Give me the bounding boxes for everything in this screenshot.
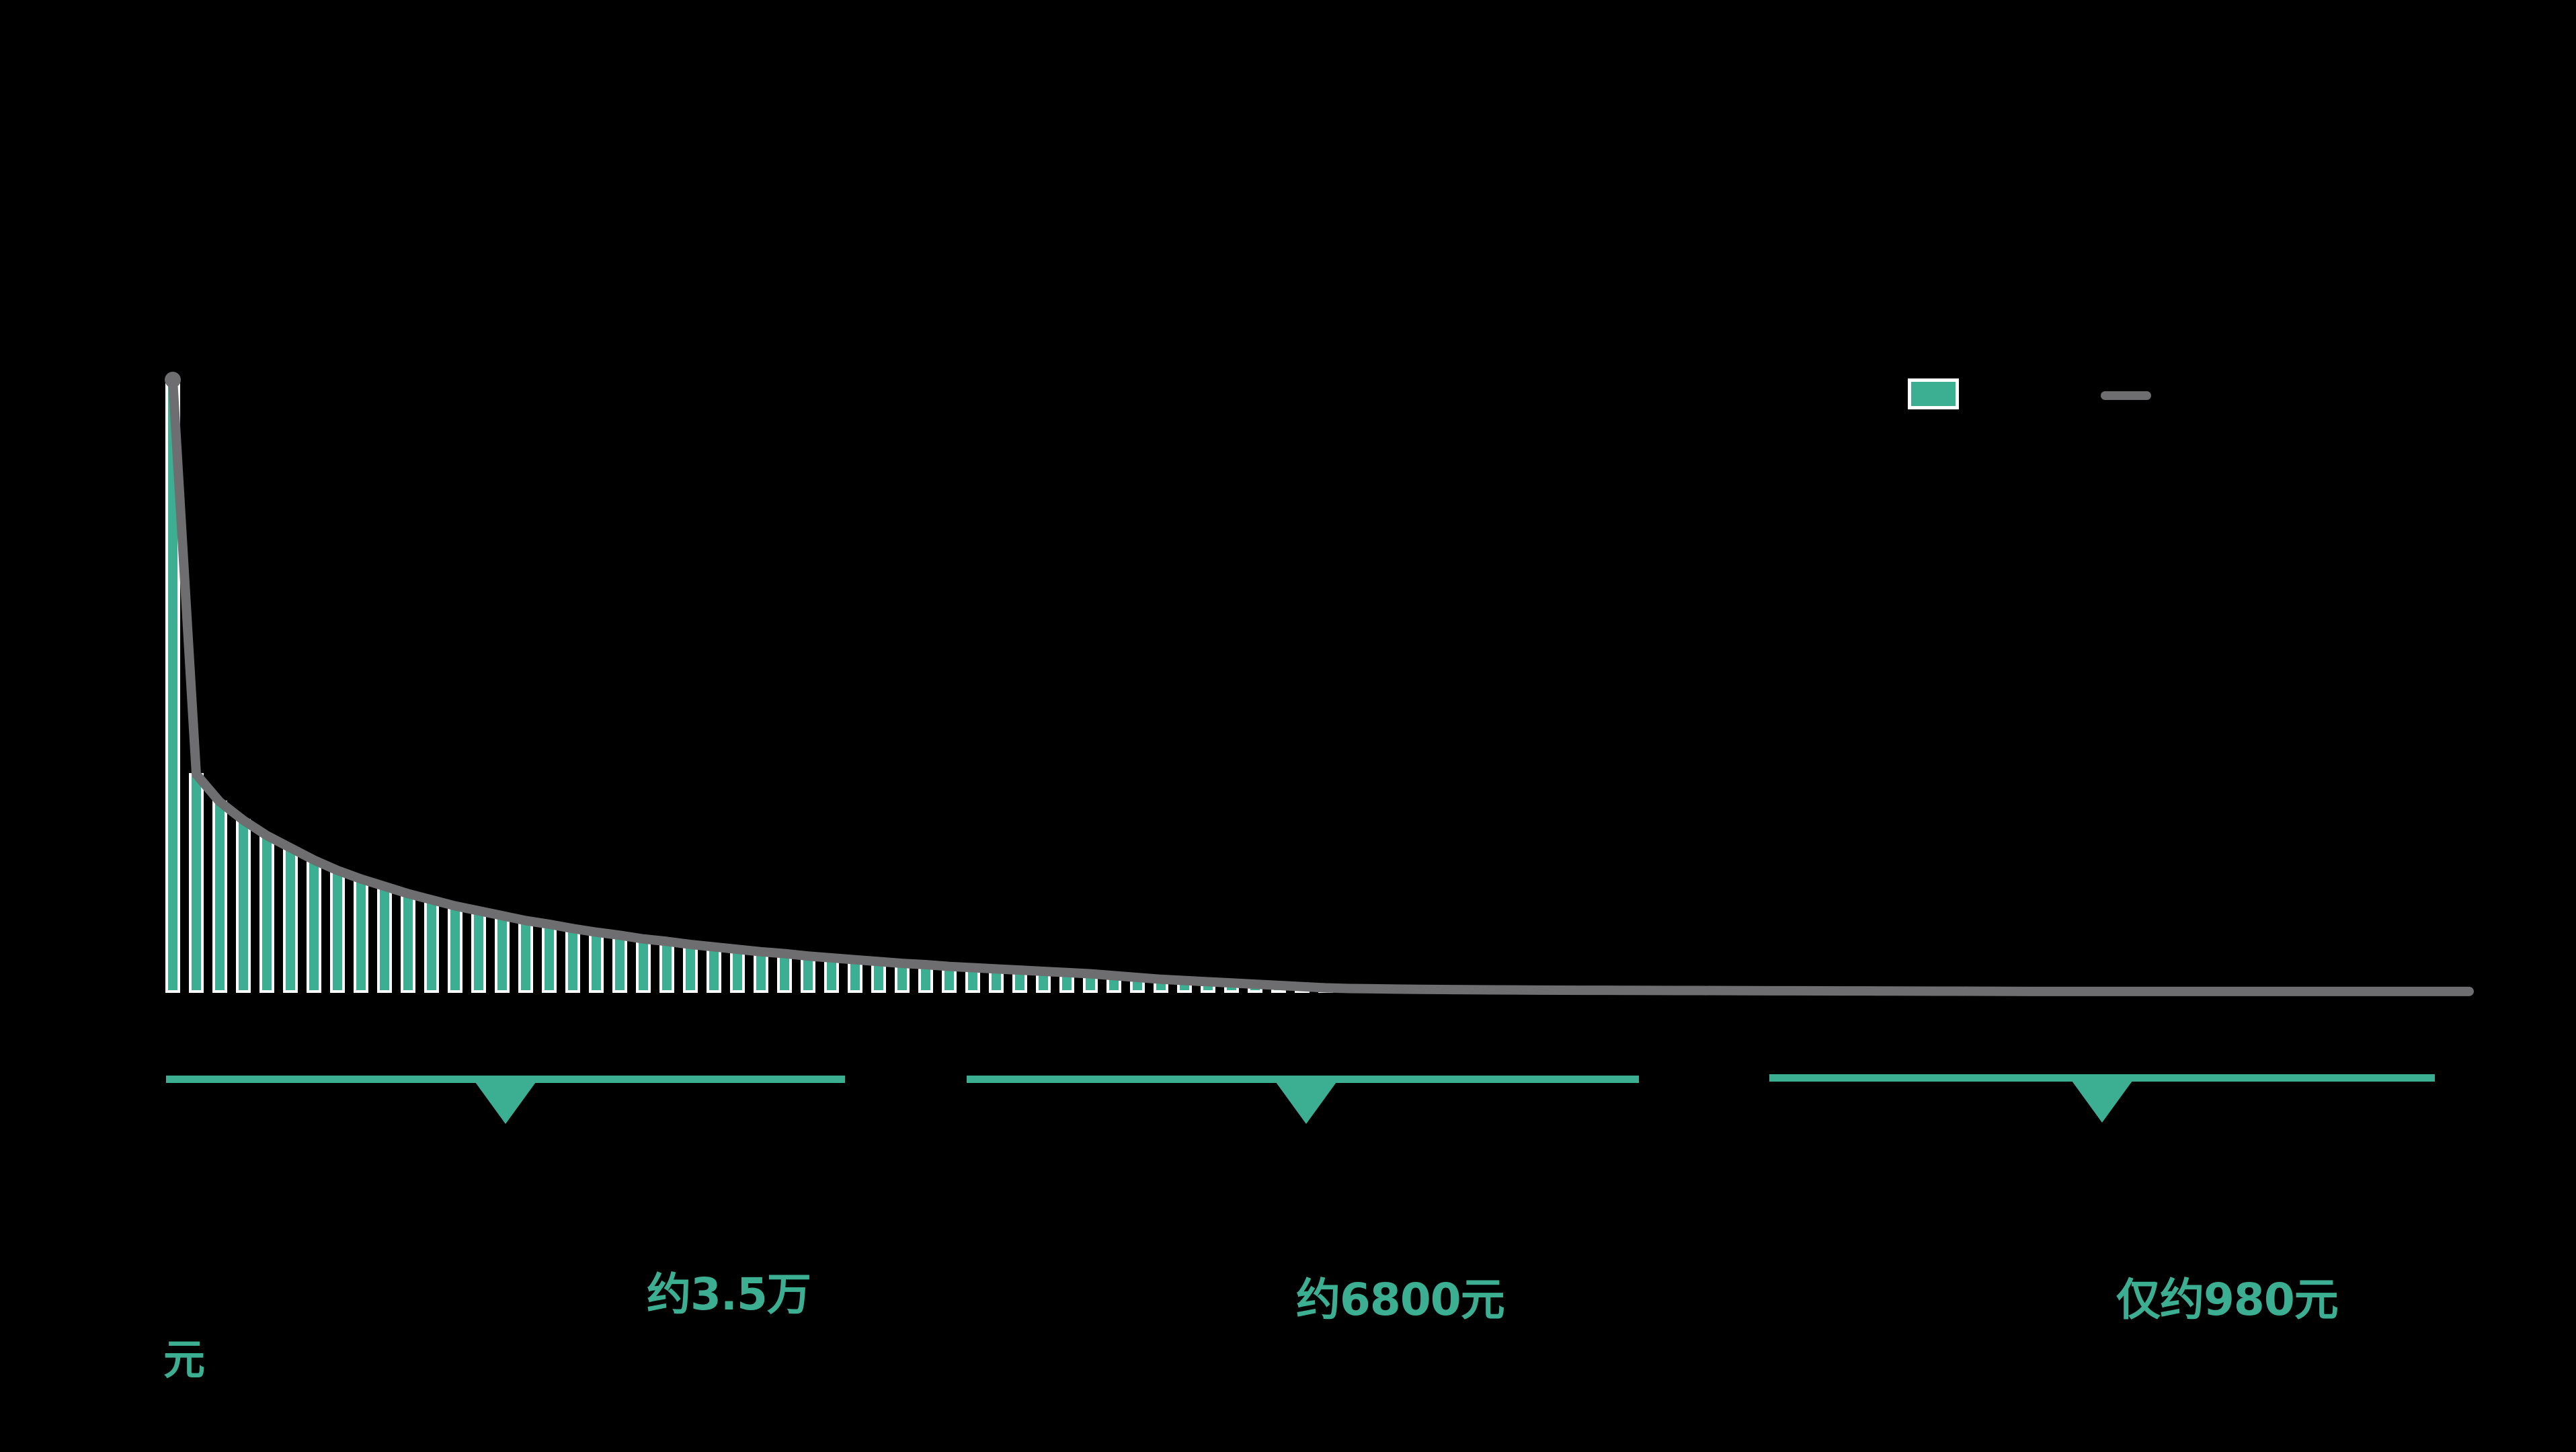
- bar: [307, 858, 321, 993]
- bracket-pointer-triangle-icon: [2072, 1081, 2132, 1123]
- bar: [683, 942, 698, 994]
- bar-series-group: [165, 378, 1333, 994]
- annotation-label-segment-3: 仅约980元: [2116, 1274, 2339, 1326]
- bar: [777, 952, 792, 993]
- bar: [754, 950, 768, 993]
- bar: [377, 885, 392, 993]
- bar: [542, 922, 557, 994]
- bar: [189, 772, 204, 993]
- bar: [612, 934, 627, 994]
- annotation-label-segment-2: 约6800元: [1296, 1274, 1505, 1326]
- bar: [424, 898, 439, 993]
- bar: [495, 914, 510, 994]
- bracket-pointer-triangle-icon: [475, 1082, 536, 1124]
- bracket-segment-2: [967, 1076, 1639, 1124]
- bracket-segment-1: [166, 1076, 845, 1124]
- trend-line: [168, 375, 2474, 996]
- bar: [236, 819, 251, 993]
- axis-unit-label: 元: [163, 1335, 206, 1384]
- annotation-label-segment-1: 约3.5万: [647, 1268, 811, 1320]
- bar: [212, 800, 227, 994]
- bracket-bar: [1769, 1074, 2435, 1082]
- y-axis-title: 元: [40, 666, 70, 700]
- bar: [518, 919, 533, 993]
- bar: [471, 909, 486, 994]
- legend-swatch-bar-icon: [1908, 378, 1959, 409]
- line-start-marker: [165, 372, 181, 388]
- bar: [707, 945, 721, 993]
- bar: [636, 937, 651, 993]
- bar: [730, 948, 745, 993]
- bar: [354, 877, 368, 994]
- bar: [659, 940, 674, 994]
- bar: [801, 955, 815, 993]
- line-series-group: [165, 372, 2474, 996]
- bracket-bar: [967, 1076, 1639, 1083]
- chart-legend: [1908, 375, 2190, 415]
- legend-swatch-line-icon: [2101, 391, 2151, 400]
- bracket-pointer-triangle-icon: [1276, 1082, 1336, 1124]
- bracket-segment-3: [1769, 1074, 2435, 1123]
- bar: [330, 869, 345, 993]
- bracket-bar: [166, 1076, 845, 1083]
- bar: [401, 892, 415, 994]
- bar: [259, 834, 274, 993]
- bar: [283, 846, 298, 994]
- bar: [565, 927, 580, 994]
- bar: [589, 930, 604, 993]
- bar: [448, 904, 462, 993]
